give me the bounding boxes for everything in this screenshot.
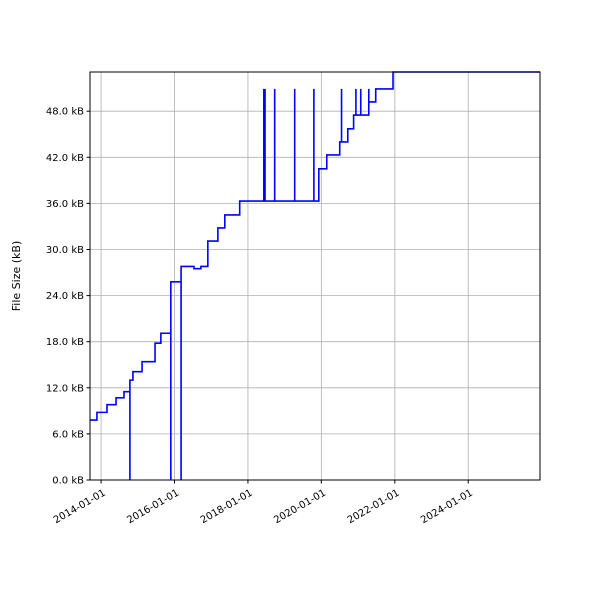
y-axis: 0.0 kB 6.0 kB 12.0 kB 18.0 kB 24.0 kB 30.0 kB…	[46, 107, 90, 487]
y-tick-label: 18.0 kB	[46, 337, 84, 348]
x-tick-label: 2020-01-01	[272, 488, 328, 527]
y-tick-label: 24.0 kB	[46, 291, 84, 302]
x-tick-label: 2022-01-01	[346, 488, 402, 527]
y-tick-label: 30.0 kB	[46, 245, 84, 256]
y-tick-label: 0.0 kB	[52, 476, 84, 487]
y-tick-label: 48.0 kB	[46, 107, 84, 118]
y-tick-label: 42.0 kB	[46, 153, 84, 164]
x-tick-label: 2014-01-01	[52, 488, 108, 527]
grid	[90, 72, 540, 481]
y-tick-label: 36.0 kB	[46, 199, 84, 210]
y-tick-label: 6.0 kB	[52, 429, 84, 440]
x-tick-label: 2018-01-01	[199, 488, 255, 527]
x-tick-label: 2016-01-01	[125, 488, 181, 527]
plot-frame	[89, 71, 541, 481]
series-line	[90, 71, 540, 480]
x-axis: 2014-01-01 2016-01-01 2018-01-01 2020-01-01…	[52, 480, 475, 526]
y-axis-label: File Size (kB)	[10, 241, 23, 311]
y-tick-label: 12.0 kB	[46, 383, 84, 394]
x-tick-label: 2024-01-01	[419, 488, 475, 527]
